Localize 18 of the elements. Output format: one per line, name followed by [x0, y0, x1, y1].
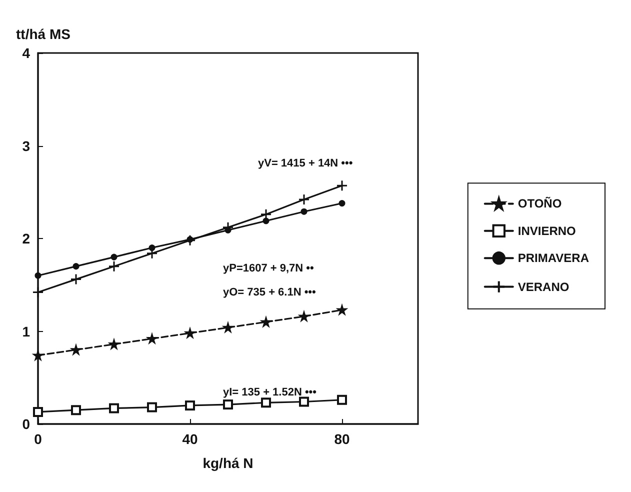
legend-label: INVIERNO: [518, 224, 576, 238]
y-tick-label: 3: [22, 138, 30, 154]
y-tick-label: 1: [22, 323, 30, 340]
legend-label: OTOÑO: [518, 196, 562, 211]
legend-label: VERANO: [518, 280, 570, 294]
y-tick-label: 4: [22, 45, 30, 61]
x-tick-label: 80: [334, 431, 350, 447]
y-axis-title: tt/há MS: [16, 26, 70, 42]
y-tick-label: 0: [22, 416, 30, 432]
annotation: yI= 135 + 1.52N •••: [223, 386, 317, 398]
x-tick-label: 40: [182, 431, 198, 447]
y-tick-label: 2: [22, 230, 30, 246]
x-tick-label: 0: [34, 431, 42, 447]
annotation: yO= 735 + 6.1N •••: [223, 286, 316, 298]
legend-label: PRIMAVERA: [518, 251, 590, 266]
annotation: yV= 1415 + 14N •••: [258, 158, 353, 170]
annotation: yP=1607 + 9,7N ••: [223, 262, 314, 274]
x-axis-title: kg/há N: [202, 455, 254, 471]
